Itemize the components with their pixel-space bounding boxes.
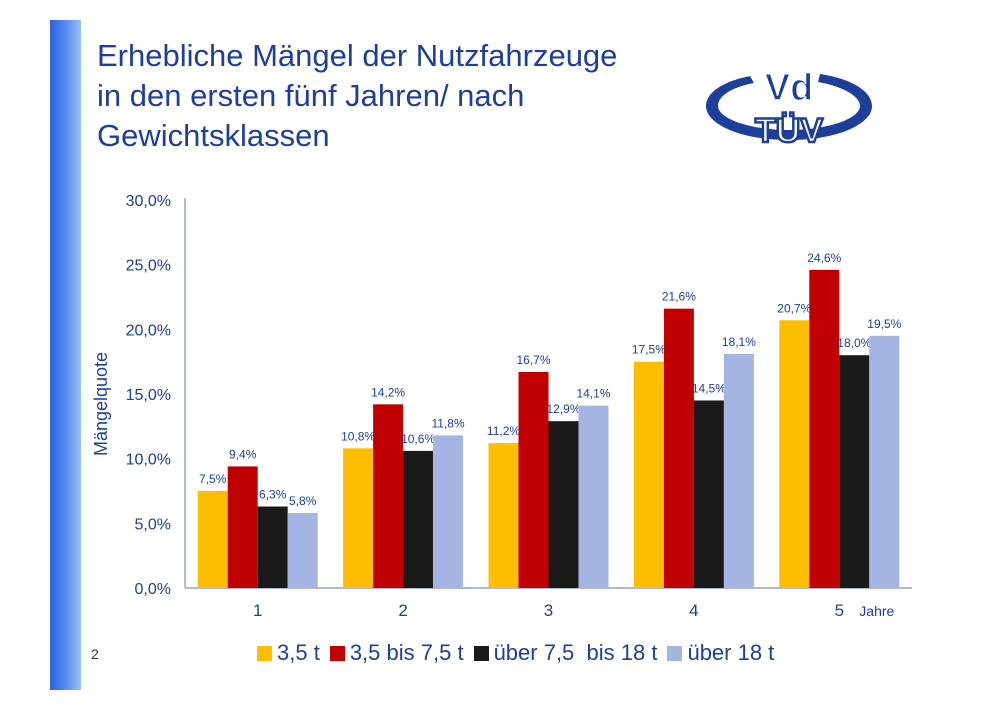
left-accent-bar [50, 20, 81, 690]
y-tick-label: 20,0% [126, 322, 171, 339]
legend-label: 3,5 bis 7,5 t [349, 640, 464, 665]
y-axis-title: Mängelquote [91, 352, 111, 456]
x-tick-label: 5 [835, 601, 844, 620]
x-tick-label: 4 [689, 601, 698, 620]
bar [403, 450, 434, 588]
slide-title: Erhebliche Mängel der Nutzfahrzeuge in d… [97, 36, 697, 156]
x-axis-title: Jahre [859, 603, 894, 619]
bar [809, 269, 840, 588]
data-label: 14,2% [371, 385, 405, 399]
legend-swatch [667, 645, 683, 661]
title-line-2: in den ersten fünf Jahren/ nach [97, 78, 525, 113]
logo-text-vd: Vd [765, 67, 814, 109]
legend-item-3-5-bis-7-5t: 3,5 bis 7,5 t [329, 640, 464, 666]
data-label: 12,9% [546, 402, 580, 416]
y-tick-label: 10,0% [126, 452, 171, 469]
bar [663, 308, 694, 588]
bar [633, 361, 664, 588]
data-label: 11,2% [487, 424, 520, 438]
legend-swatch [257, 645, 272, 661]
data-label: 19,5% [867, 317, 901, 331]
page-number: 2 [91, 646, 99, 662]
data-label: 14,5% [692, 381, 726, 395]
vdtuev-logo: Vd TÜV [706, 66, 872, 150]
legend-swatch [329, 645, 345, 661]
legend-label: über 7,5 bis 18 t [493, 640, 658, 665]
bar [287, 512, 318, 588]
data-label: 6,3% [259, 488, 287, 502]
y-tick-label: 30,0% [126, 193, 171, 210]
data-label: 5,8% [289, 494, 317, 508]
bar [839, 355, 870, 588]
x-tick-label: 1 [253, 601, 262, 620]
bar [343, 448, 374, 588]
chart-legend: 3,5 t 3,5 bis 7,5 t über 7,5 bis 18 t üb… [257, 640, 784, 666]
bar [869, 335, 900, 588]
legend-label: über 18 t [687, 640, 775, 665]
bar [227, 466, 258, 588]
legend-item-ueber-18t: über 18 t [667, 640, 774, 666]
data-label: 17,5% [632, 343, 666, 357]
data-label: 7,5% [199, 472, 227, 486]
data-label: 10,6% [401, 432, 435, 446]
data-label: 18,0% [837, 336, 871, 350]
logo-text-tuev: TÜV [755, 112, 823, 150]
bar [257, 506, 288, 588]
legend-swatch [473, 645, 489, 661]
data-label: 20,7% [777, 301, 811, 315]
bar [197, 491, 228, 588]
data-label: 18,1% [722, 335, 756, 349]
y-tick-label: 25,0% [126, 258, 171, 275]
data-label: 16,7% [516, 353, 550, 367]
bar [548, 421, 579, 588]
bar [518, 372, 549, 588]
legend-label: 3,5 t [277, 640, 320, 665]
bar [779, 320, 810, 588]
legend-item-ueber-7-5-bis-18t: über 7,5 bis 18 t [473, 640, 658, 666]
title-line-3: Gewichtsklassen [97, 118, 330, 153]
bar [578, 405, 609, 588]
data-label: 14,1% [576, 387, 610, 401]
y-tick-label: 5,0% [135, 516, 171, 533]
bar [723, 353, 754, 588]
x-tick-label: 3 [544, 601, 553, 620]
bar [433, 435, 464, 588]
data-label: 9,4% [229, 447, 257, 461]
data-label: 24,6% [807, 251, 841, 265]
y-tick-label: 0,0% [135, 581, 171, 598]
bar [488, 443, 519, 588]
x-tick-label: 2 [398, 601, 407, 620]
legend-item-3-5t: 3,5 t [257, 640, 320, 666]
data-label: 21,6% [662, 290, 696, 304]
data-label: 10,8% [341, 429, 375, 443]
data-label: 11,8% [432, 416, 465, 430]
title-line-1: Erhebliche Mängel der Nutzfahrzeuge [97, 38, 618, 73]
bar [373, 404, 404, 588]
y-tick-label: 15,0% [126, 387, 171, 404]
bar [693, 400, 724, 588]
